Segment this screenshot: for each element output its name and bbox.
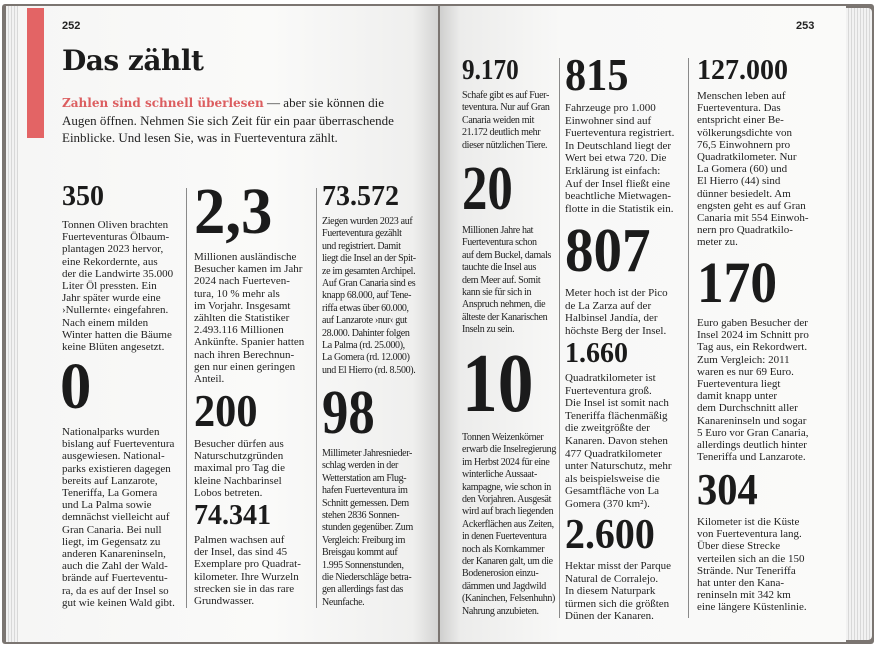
fact-text: Besucher dürfen aus Naturschutzgründen m… xyxy=(194,438,285,499)
column-divider xyxy=(316,188,317,608)
intro-paragraph: Zahlen sind schnell überlesen — aber sie… xyxy=(62,94,394,146)
fact-text: Fahrzeuge pro 1.000 Einwohner sind auf F… xyxy=(565,102,675,215)
fact-text: Tonnen Oliven brachten Fuerteventuras Öl… xyxy=(62,219,174,354)
fact-text: Millimeter Jahresnieder- schlag werden i… xyxy=(322,448,413,608)
fact-text: Menschen leben auf Fuerteventura. Das en… xyxy=(697,90,809,249)
fact-text: Kilometer ist die Küste von Fuerteventur… xyxy=(697,516,807,614)
right-page xyxy=(440,6,846,642)
fact-number: 815 xyxy=(565,49,629,100)
fact-number: 127.000 xyxy=(697,55,788,86)
column-divider xyxy=(559,58,560,618)
intro-text: — aber sie können die Augen öffnen. Nehm… xyxy=(62,95,394,145)
page-title: Das zählt xyxy=(62,44,204,77)
fact-number: 1.660 xyxy=(565,338,628,369)
fact-number: 350 xyxy=(62,181,104,212)
page-edges-right xyxy=(846,8,872,640)
fact-text: Meter hoch ist der Pico de La Zarza auf … xyxy=(565,287,668,337)
fact-text: Tonnen Weizenkörner erwarb die Inselregi… xyxy=(462,432,556,617)
fact-number: 200 xyxy=(194,385,258,436)
fact-number: 20 xyxy=(462,155,513,223)
page-number-left: 252 xyxy=(62,20,81,32)
fact-number: 2,3 xyxy=(194,175,273,248)
fact-number: 74.341 xyxy=(194,500,271,531)
page-number-right: 253 xyxy=(796,20,815,32)
fact-number: 2.600 xyxy=(565,512,655,558)
fact-text: Ziegen wurden 2023 auf Fuerteventura gez… xyxy=(322,216,416,376)
fact-text: Nationalparks wurden bislang auf Fuertev… xyxy=(62,426,175,609)
fact-number: 170 xyxy=(697,250,778,315)
fact-number: 73.572 xyxy=(322,181,399,212)
fact-text: Millionen Jahre hat Fuerteventura schon … xyxy=(462,225,551,336)
fact-text: Millionen ausländische Besucher kamen im… xyxy=(194,251,305,386)
fact-text: Palmen wachsen auf der Insel, das sind 4… xyxy=(194,534,301,608)
fact-number: 807 xyxy=(565,217,651,285)
fact-number: 98 xyxy=(322,379,375,447)
fact-number: 304 xyxy=(697,465,758,514)
column-divider xyxy=(186,188,187,608)
fact-number: 10 xyxy=(462,337,534,430)
fact-text: Schafe gibt es auf Fuer- teventura. Nur … xyxy=(462,90,550,151)
fact-text: Quadratkilometer ist Fuerteventura groß.… xyxy=(565,372,672,510)
chapter-tab-marker xyxy=(27,8,44,138)
intro-highlight: Zahlen sind schnell überlesen xyxy=(62,96,264,110)
column-divider xyxy=(688,58,689,618)
fact-text: Hektar misst der Parque Natural de Corra… xyxy=(565,560,671,623)
left-page xyxy=(18,6,438,642)
fact-number: 0 xyxy=(60,350,92,423)
fact-text: Euro gaben Besucher der Insel 2024 im Sc… xyxy=(697,317,809,464)
fact-number: 9.170 xyxy=(462,55,519,86)
